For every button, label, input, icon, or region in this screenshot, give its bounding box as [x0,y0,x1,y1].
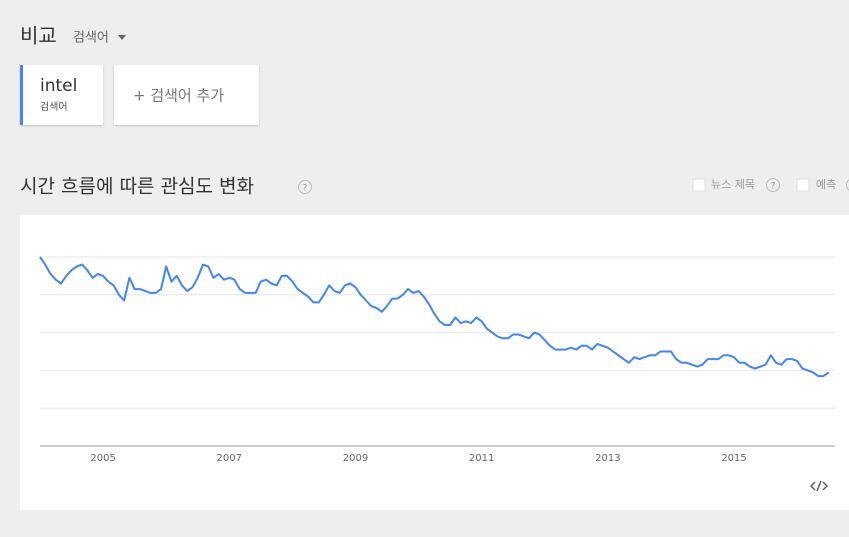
option-label[interactable]: 예측 [816,178,836,191]
chart-panel [20,215,849,510]
term-card[interactable]: intel 검색어 [20,65,103,125]
x-tick-label: 2007 [217,453,242,464]
add-term-label: + 검색어 추가 [133,87,224,105]
help-icon[interactable]: ? [771,182,776,192]
option-label[interactable]: 뉴스 제목 [711,178,755,191]
section-title: 시간 흐름에 따른 관심도 변화 [20,176,254,198]
x-tick-label: 2011 [469,453,494,464]
x-tick-label: 2005 [90,453,115,464]
checkbox[interactable] [797,179,809,191]
x-tick-label: 2015 [721,453,746,464]
help-icon[interactable]: ? [303,184,308,194]
checkbox[interactable] [693,179,705,191]
dropdown-label[interactable]: 검색어 [73,31,109,46]
add-term-card[interactable]: + 검색어 추가 [114,65,259,125]
x-tick-label: 2013 [595,453,620,464]
card-accent [20,65,23,125]
dropdown-arrow[interactable] [118,35,126,40]
page-title: 비교 [20,24,57,48]
term-label: intel [40,76,77,96]
term-sublabel: 검색어 [40,101,68,113]
x-tick-label: 2009 [343,453,368,464]
